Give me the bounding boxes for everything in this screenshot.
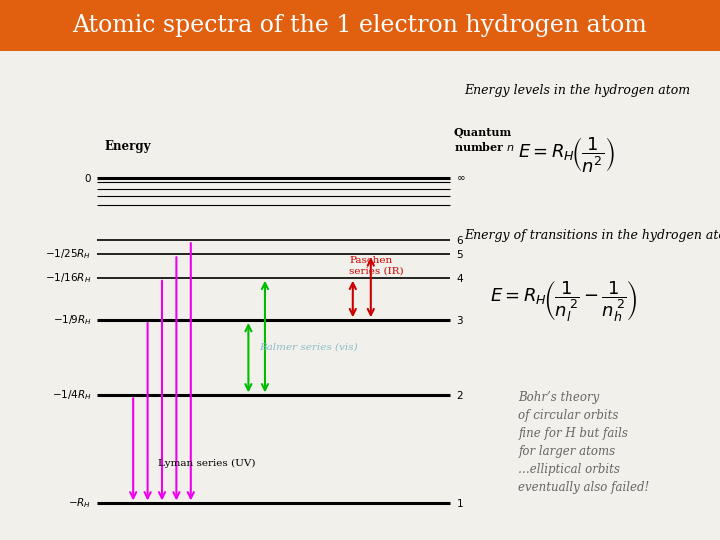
Text: Lyman series (UV): Lyman series (UV): [158, 460, 256, 468]
Text: $1$: $1$: [456, 497, 464, 509]
Text: Energy of transitions in the hydrogen atom: Energy of transitions in the hydrogen at…: [464, 230, 720, 242]
Text: $E = R_H\!\left(\dfrac{1}{n^2}\right)$: $E = R_H\!\left(\dfrac{1}{n^2}\right)$: [518, 135, 616, 174]
Text: $4$: $4$: [456, 272, 464, 284]
Text: $-1/16R_H$: $-1/16R_H$: [45, 271, 91, 285]
Text: Energy: Energy: [104, 140, 151, 153]
Text: $\infty$: $\infty$: [456, 173, 465, 183]
Text: Atomic spectra of the 1 electron hydrogen atom: Atomic spectra of the 1 electron hydroge…: [73, 14, 647, 37]
Text: $-R_H$: $-R_H$: [68, 496, 91, 510]
Text: Quantum
number $n$: Quantum number $n$: [454, 127, 514, 153]
Text: $5$: $5$: [456, 248, 464, 260]
Text: $-1/25R_H$: $-1/25R_H$: [45, 247, 91, 261]
Text: $-1/9R_H$: $-1/9R_H$: [53, 313, 91, 327]
Text: Balmer series (vis): Balmer series (vis): [259, 342, 358, 352]
Text: $0$: $0$: [84, 172, 91, 184]
Text: Paschen
series (IR): Paschen series (IR): [349, 256, 404, 275]
Text: Energy levels in the hydrogen atom: Energy levels in the hydrogen atom: [464, 84, 690, 97]
Text: Bohr’s theory
of circular orbits
fine for H but fails
for larger atoms
…elliptic: Bohr’s theory of circular orbits fine fo…: [518, 392, 649, 495]
Text: $3$: $3$: [456, 314, 464, 326]
Text: $6$: $6$: [456, 234, 464, 246]
Bar: [0, 0, 720, 51]
Text: $E = R_H\!\left(\dfrac{1}{n_l^{\,2}}-\dfrac{1}{n_h^{\,2}}\right)$: $E = R_H\!\left(\dfrac{1}{n_l^{\,2}}-\df…: [490, 278, 637, 323]
Text: $-1/4R_H$: $-1/4R_H$: [52, 388, 91, 402]
Text: $2$: $2$: [456, 389, 463, 401]
